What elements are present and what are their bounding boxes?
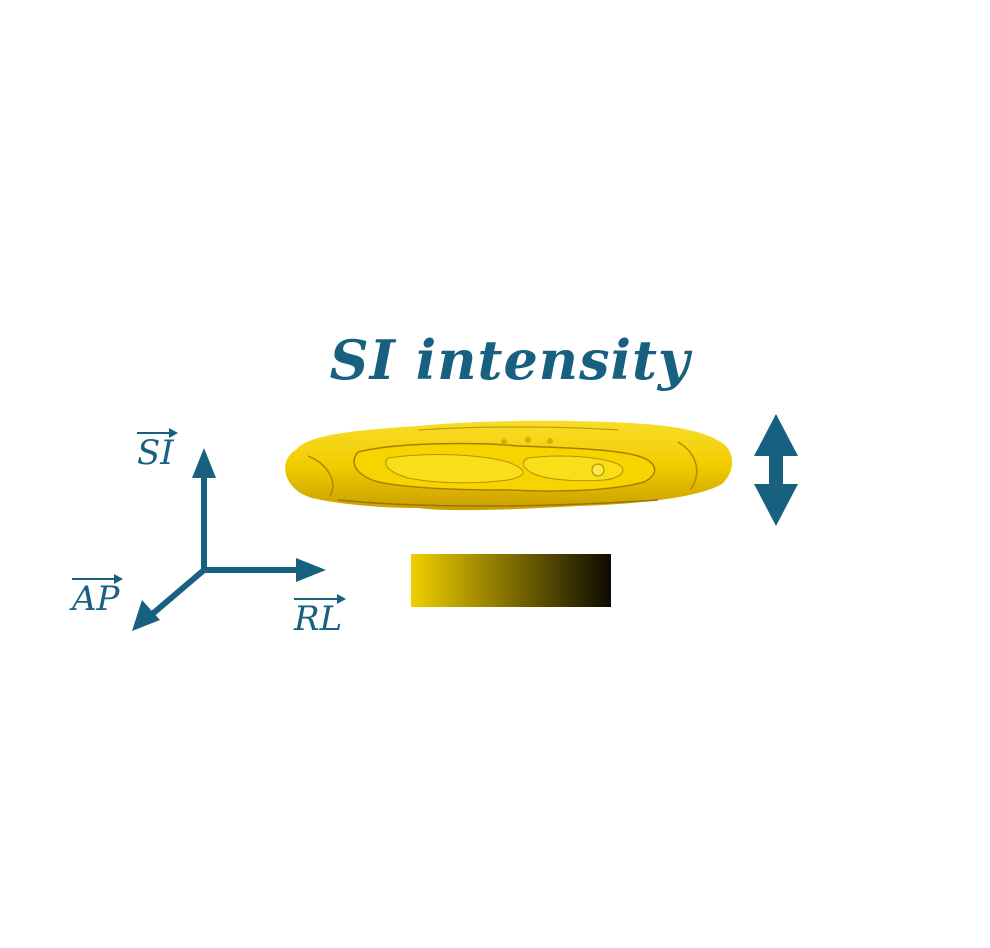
rl-axis-label: RL <box>294 594 347 639</box>
ap-axis-label: AP <box>72 574 124 619</box>
coordinate-axes-icon <box>132 448 326 631</box>
intensity-colorbar <box>411 554 611 607</box>
figure-title: SI intensity <box>329 328 691 392</box>
organ-surface-render <box>285 420 733 511</box>
double-vertical-arrow-icon <box>754 414 798 526</box>
si-axis-label: SI <box>137 428 178 473</box>
